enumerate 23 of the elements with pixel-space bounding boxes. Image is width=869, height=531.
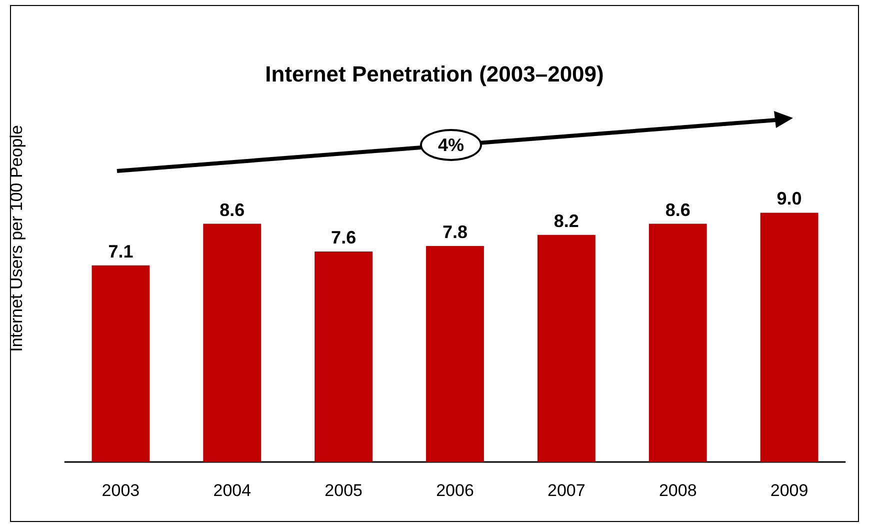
data-label: 8.6	[220, 200, 245, 220]
x-tick-label: 2005	[324, 481, 362, 500]
bar	[314, 251, 373, 462]
data-label: 8.6	[665, 200, 690, 220]
bar	[203, 224, 262, 462]
x-tick-label: 2004	[213, 481, 252, 500]
x-tick-label: 2009	[770, 481, 808, 500]
bar	[648, 224, 707, 462]
bar	[92, 265, 150, 462]
bar	[537, 234, 596, 462]
x-tick-label: 2007	[548, 481, 586, 500]
chart-title: Internet Penetration (2003–2009)	[265, 62, 604, 86]
bar	[760, 212, 818, 462]
x-tick-label: 2006	[436, 481, 474, 500]
data-label: 9.0	[776, 188, 802, 209]
data-label: 7.1	[108, 241, 134, 262]
x-tick-label: 2003	[102, 481, 140, 500]
data-label: 7.6	[331, 227, 356, 248]
data-label: 8.2	[554, 210, 579, 231]
data-label: 7.8	[442, 222, 468, 242]
text: 4%	[420, 129, 482, 161]
x-tick-label: 2008	[658, 481, 697, 500]
bar	[426, 246, 484, 462]
